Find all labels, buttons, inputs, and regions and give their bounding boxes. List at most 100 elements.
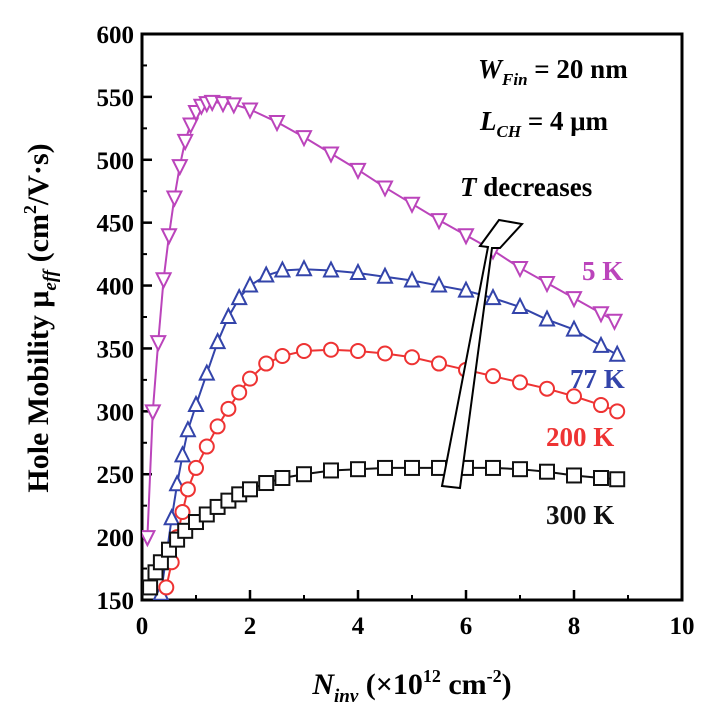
data-point [605, 313, 624, 332]
data-point [485, 368, 501, 385]
data-point [349, 162, 367, 181]
data-point [609, 403, 626, 420]
data-point [274, 347, 291, 364]
x-tick-label: 10 [670, 613, 695, 640]
data-point [539, 380, 555, 397]
data-point [295, 130, 313, 148]
ylabel-sub: eff [40, 268, 61, 290]
y-tick-label: 550 [97, 85, 135, 112]
data-point [203, 94, 221, 113]
data-point [274, 469, 291, 486]
data-point [403, 196, 421, 215]
data-point [225, 97, 243, 115]
data-point [231, 384, 248, 401]
data-point [430, 275, 448, 293]
ylabel-sup: 2 [20, 205, 40, 214]
data-point [142, 530, 157, 548]
data-point [176, 133, 194, 152]
xlabel-unit: cm [441, 668, 487, 701]
ylabel-main: Hole Mobility μ [22, 291, 55, 493]
xlabel-sup: 12 [423, 666, 441, 686]
data-point [512, 374, 528, 391]
series-layer [142, 94, 626, 600]
ylabel-close: /V·s) [22, 143, 55, 206]
data-point [154, 272, 173, 290]
data-point [258, 475, 275, 492]
xlabel-close: ) [502, 668, 512, 701]
data-point [214, 96, 232, 114]
data-point [376, 266, 394, 284]
data-point [592, 335, 610, 353]
data-point [171, 159, 189, 177]
data-point [404, 459, 420, 476]
wfin-main: W [478, 54, 504, 84]
data-point [565, 319, 583, 337]
data-point [609, 471, 626, 488]
series-300k [142, 459, 626, 596]
x-axis-ticks: 0 2 4 6 8 10 [136, 590, 695, 640]
x-tick-label: 2 [244, 613, 257, 640]
series-label-300k: 300 K [546, 500, 614, 530]
data-point [296, 466, 312, 483]
data-point [592, 306, 610, 324]
data-point [512, 461, 528, 478]
data-point [322, 146, 340, 164]
data-point [404, 349, 420, 366]
y-tick-label: 450 [97, 211, 135, 238]
trend-arrow [440, 218, 524, 490]
data-point [295, 258, 313, 277]
series-label-200k: 200 K [546, 422, 614, 452]
data-point [142, 579, 159, 596]
lch-sub: CH [497, 122, 522, 141]
lch-annotation: LCH = 4 μm [479, 106, 609, 141]
series-77k [152, 258, 626, 600]
data-point [511, 260, 529, 279]
data-point [188, 459, 204, 476]
data-point [511, 296, 529, 314]
y-tick-label: 300 [97, 399, 135, 426]
data-point [165, 190, 184, 208]
y-tick-label: 500 [97, 148, 135, 175]
y-tick-label: 400 [97, 274, 135, 301]
y-tick-label: 350 [97, 336, 135, 363]
data-point [565, 291, 583, 309]
data-point [350, 342, 366, 359]
trend-annotation: T decreases [460, 172, 592, 202]
series-label-77k: 77 K [570, 364, 625, 394]
y-axis-ticks: 150 200 250 300 350 400 450 500 550 600 [97, 22, 152, 615]
data-point [566, 388, 582, 405]
data-point [296, 342, 312, 359]
data-point [209, 418, 226, 435]
data-point [608, 344, 626, 362]
data-point [268, 115, 286, 133]
data-point [403, 270, 421, 288]
data-point [174, 503, 191, 520]
wfin-rest: = 20 nm [528, 54, 629, 84]
data-point [485, 459, 501, 476]
data-point [181, 117, 200, 135]
data-point [258, 355, 275, 372]
y-tick-label: 600 [97, 22, 135, 49]
data-point [566, 467, 582, 484]
y-axis-title: Hole Mobility μeff (cm2/V·s) [20, 143, 61, 492]
data-point [220, 400, 237, 417]
y-tick-label: 150 [97, 588, 135, 615]
data-point [457, 280, 475, 298]
xlabel-unit-sup: -2 [487, 666, 502, 686]
wfin-sub: Fin [501, 70, 528, 89]
data-point [377, 459, 393, 476]
data-point [273, 260, 292, 278]
ylabel-rest: (cm [22, 214, 55, 270]
xlabel-rest: (×10 [358, 668, 423, 701]
data-point [349, 262, 367, 280]
data-point [152, 554, 169, 571]
data-point [241, 275, 259, 293]
data-point [163, 508, 181, 526]
data-point [219, 306, 238, 324]
data-point [230, 287, 248, 306]
x-axis-title: Ninv (×1012 cm-2) [311, 666, 511, 707]
y-tick-label: 200 [97, 525, 135, 552]
x-tick-label: 8 [568, 613, 581, 640]
data-point [198, 438, 215, 455]
